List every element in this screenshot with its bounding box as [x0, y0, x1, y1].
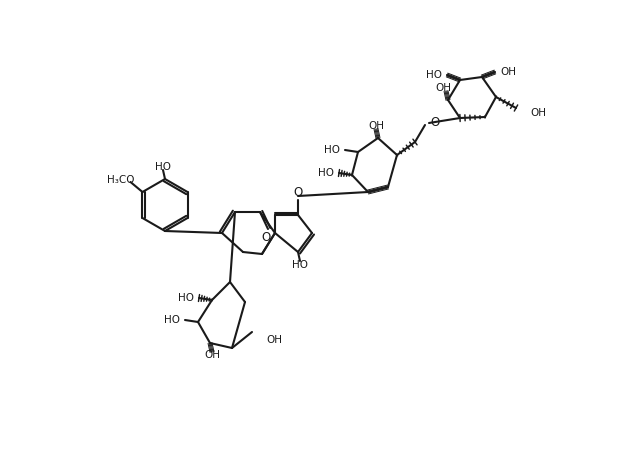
Text: OH: OH — [500, 67, 516, 77]
Text: OH: OH — [435, 83, 451, 93]
Text: OH: OH — [266, 335, 282, 345]
Text: O: O — [430, 116, 439, 128]
Text: HO: HO — [324, 145, 340, 155]
Text: HO: HO — [318, 168, 334, 178]
Text: HO: HO — [178, 293, 194, 303]
Text: O: O — [293, 186, 303, 198]
Text: OH: OH — [530, 108, 546, 118]
Text: OH: OH — [204, 350, 220, 360]
Text: HO: HO — [292, 260, 308, 270]
Text: H₃CO: H₃CO — [107, 175, 134, 185]
Text: HO: HO — [164, 315, 180, 325]
Text: HO: HO — [426, 70, 442, 80]
Text: O: O — [261, 230, 271, 243]
Text: HO: HO — [155, 162, 171, 172]
Text: OH: OH — [368, 121, 384, 131]
